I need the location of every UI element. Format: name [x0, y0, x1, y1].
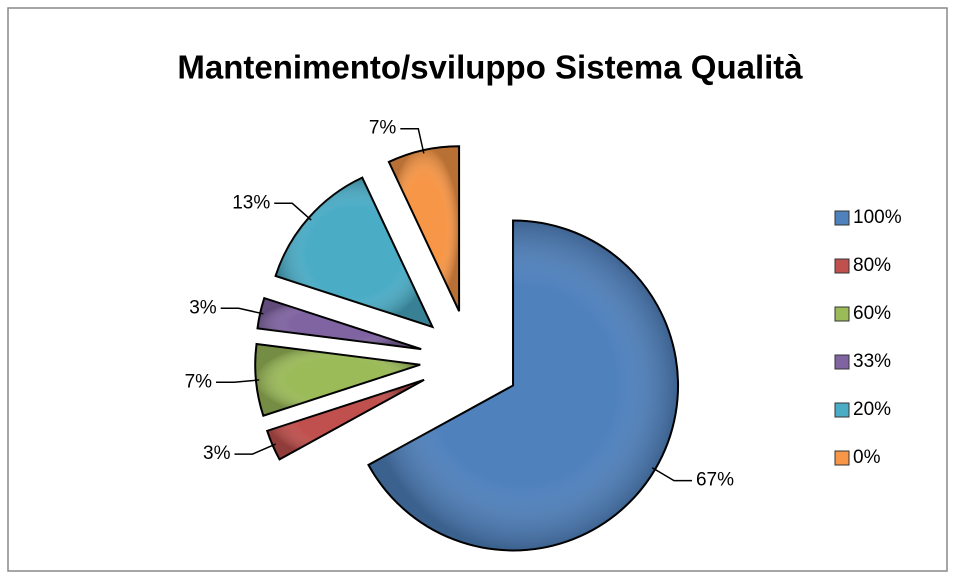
leader-line: [216, 379, 260, 384]
legend-label: 80%: [853, 255, 891, 276]
legend-swatch: [834, 450, 850, 466]
slice-shade: [255, 344, 421, 416]
data-label: 3%: [189, 297, 217, 318]
legend-swatch: [834, 306, 850, 322]
legend-label: 100%: [853, 207, 902, 228]
legend-label: 20%: [853, 399, 891, 420]
legend-swatch: [834, 354, 850, 370]
leader-line: [234, 443, 277, 455]
leader-line: [220, 307, 264, 315]
slice-shade: [275, 177, 433, 327]
data-label: 7%: [369, 118, 397, 139]
leader-line: [274, 202, 312, 221]
legend-label: 33%: [853, 351, 891, 372]
data-label: 13%: [232, 192, 270, 213]
legend-swatch: [834, 402, 850, 418]
leader-line: [651, 467, 692, 482]
legend-label: 60%: [853, 303, 891, 324]
data-label: 7%: [185, 371, 213, 392]
slice-shade: [388, 146, 460, 312]
chart-title: Mantenimento/sviluppo Sistema Qualità: [177, 49, 803, 86]
legend-swatch: [834, 258, 850, 274]
data-label: 67%: [696, 470, 734, 491]
slice-shade: [257, 298, 422, 350]
leader-line: [400, 127, 425, 154]
legend-label: 0%: [853, 447, 881, 468]
slice-shade: [368, 220, 679, 551]
data-label: 3%: [203, 443, 231, 464]
legend-swatch: [834, 210, 850, 226]
slice-shade: [267, 379, 425, 460]
